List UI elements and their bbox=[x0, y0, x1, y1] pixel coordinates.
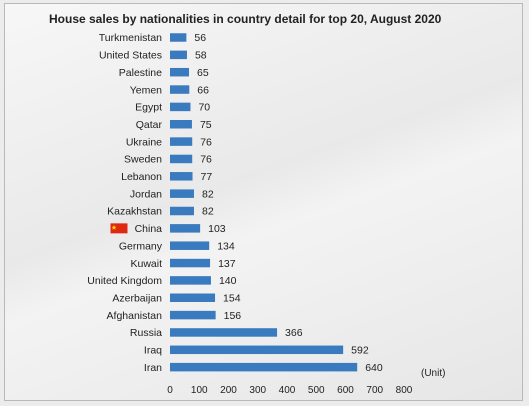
bar-germany bbox=[170, 241, 210, 250]
category-labels: Turkmenistan United States Palestine Yemen E… bbox=[87, 32, 162, 374]
category-label-jordan: Jordan bbox=[130, 188, 162, 200]
data-label-united-states: 58 bbox=[195, 50, 207, 62]
category-label-egypt: Egypt bbox=[135, 102, 162, 114]
chart-frame: House sales by nationalities in country … bbox=[4, 3, 523, 401]
chart-title: House sales by nationalities in country … bbox=[49, 12, 442, 26]
category-label-lebanon: Lebanon bbox=[121, 171, 162, 183]
data-label-azerbaijan: 154 bbox=[223, 292, 241, 304]
data-label-yemen: 66 bbox=[197, 84, 209, 96]
chart: House sales by nationalities in country … bbox=[49, 12, 445, 396]
x-tick-800: 800 bbox=[396, 385, 413, 396]
bar-united-kingdom bbox=[170, 276, 211, 285]
category-label-qatar: Qatar bbox=[136, 119, 163, 131]
bar-jordan bbox=[170, 189, 194, 198]
data-label-afghanistan: 156 bbox=[224, 310, 242, 322]
category-label-germany: Germany bbox=[119, 240, 163, 252]
category-label-kazakhstan: Kazakhstan bbox=[107, 206, 162, 218]
data-label-lebanon: 77 bbox=[201, 171, 213, 183]
china-flag-icon bbox=[110, 223, 128, 234]
bar-afghanistan bbox=[170, 310, 216, 320]
bar-yemen bbox=[170, 85, 190, 94]
category-label-china: China bbox=[135, 223, 163, 235]
data-label-china: 103 bbox=[208, 223, 226, 235]
x-tick-100: 100 bbox=[191, 385, 208, 396]
category-label-russia: Russia bbox=[130, 327, 162, 339]
data-label-ukraine: 76 bbox=[200, 136, 212, 148]
category-label-turkmenistan: Turkmenistan bbox=[99, 32, 162, 44]
x-tick-0: 0 bbox=[167, 385, 173, 396]
category-label-afghanistan: Afghanistan bbox=[107, 310, 163, 322]
data-label-iran: 640 bbox=[365, 362, 383, 374]
data-label-iraq: 592 bbox=[351, 345, 369, 357]
x-tick-400: 400 bbox=[279, 385, 296, 396]
data-label-kazakhstan: 82 bbox=[202, 206, 214, 218]
x-tick-300: 300 bbox=[249, 385, 266, 396]
bar-ukraine bbox=[170, 137, 193, 146]
x-tick-500: 500 bbox=[308, 385, 325, 396]
bar-egypt bbox=[170, 102, 191, 112]
bar-kuwait bbox=[170, 258, 211, 268]
bar-china bbox=[170, 224, 201, 233]
bar-sweden bbox=[170, 154, 193, 164]
bar-russia bbox=[170, 328, 278, 337]
category-label-united-kingdom: United Kingdom bbox=[87, 275, 162, 287]
x-tick-200: 200 bbox=[220, 385, 237, 396]
data-label-turkmenistan: 56 bbox=[194, 32, 206, 44]
category-label-azerbaijan: Azerbaijan bbox=[112, 292, 162, 304]
data-label-sweden: 76 bbox=[200, 154, 212, 166]
unit-label: (Unit) bbox=[421, 368, 445, 379]
bar-palestine bbox=[170, 67, 190, 77]
bar-united-states bbox=[170, 50, 187, 60]
bar-lebanon bbox=[170, 172, 193, 181]
bar-turkmenistan bbox=[170, 33, 187, 42]
category-label-kuwait: Kuwait bbox=[130, 258, 162, 270]
category-label-ukraine: Ukraine bbox=[126, 136, 162, 148]
data-label-russia: 366 bbox=[285, 327, 303, 339]
data-label-germany: 134 bbox=[217, 240, 235, 252]
data-label-united-kingdom: 140 bbox=[219, 275, 237, 287]
data-label-jordan: 82 bbox=[202, 188, 214, 200]
category-label-yemen: Yemen bbox=[130, 84, 162, 96]
data-label-egypt: 70 bbox=[198, 102, 210, 114]
bar-iran bbox=[170, 362, 358, 372]
data-label-palestine: 65 bbox=[197, 67, 209, 79]
x-tick-700: 700 bbox=[366, 385, 383, 396]
bars bbox=[170, 33, 358, 372]
data-label-kuwait: 137 bbox=[218, 258, 236, 270]
data-label-qatar: 75 bbox=[200, 119, 212, 131]
category-label-iran: Iran bbox=[144, 362, 162, 374]
category-label-united-states: United States bbox=[99, 50, 162, 62]
category-label-iraq: Iraq bbox=[144, 345, 162, 357]
bar-iraq bbox=[170, 345, 344, 355]
x-axis: 0 100 200 300 400 500 600 700 800 bbox=[167, 385, 413, 396]
data-labels: 56 58 65 66 70 75 76 76 77 82 82 103 134 137 140 154 156… bbox=[194, 32, 382, 374]
bar-qatar bbox=[170, 120, 192, 129]
x-tick-600: 600 bbox=[337, 385, 354, 396]
category-label-sweden: Sweden bbox=[124, 154, 162, 166]
bar-azerbaijan bbox=[170, 293, 216, 302]
bar-kazakhstan bbox=[170, 206, 194, 216]
category-label-palestine: Palestine bbox=[119, 67, 162, 79]
